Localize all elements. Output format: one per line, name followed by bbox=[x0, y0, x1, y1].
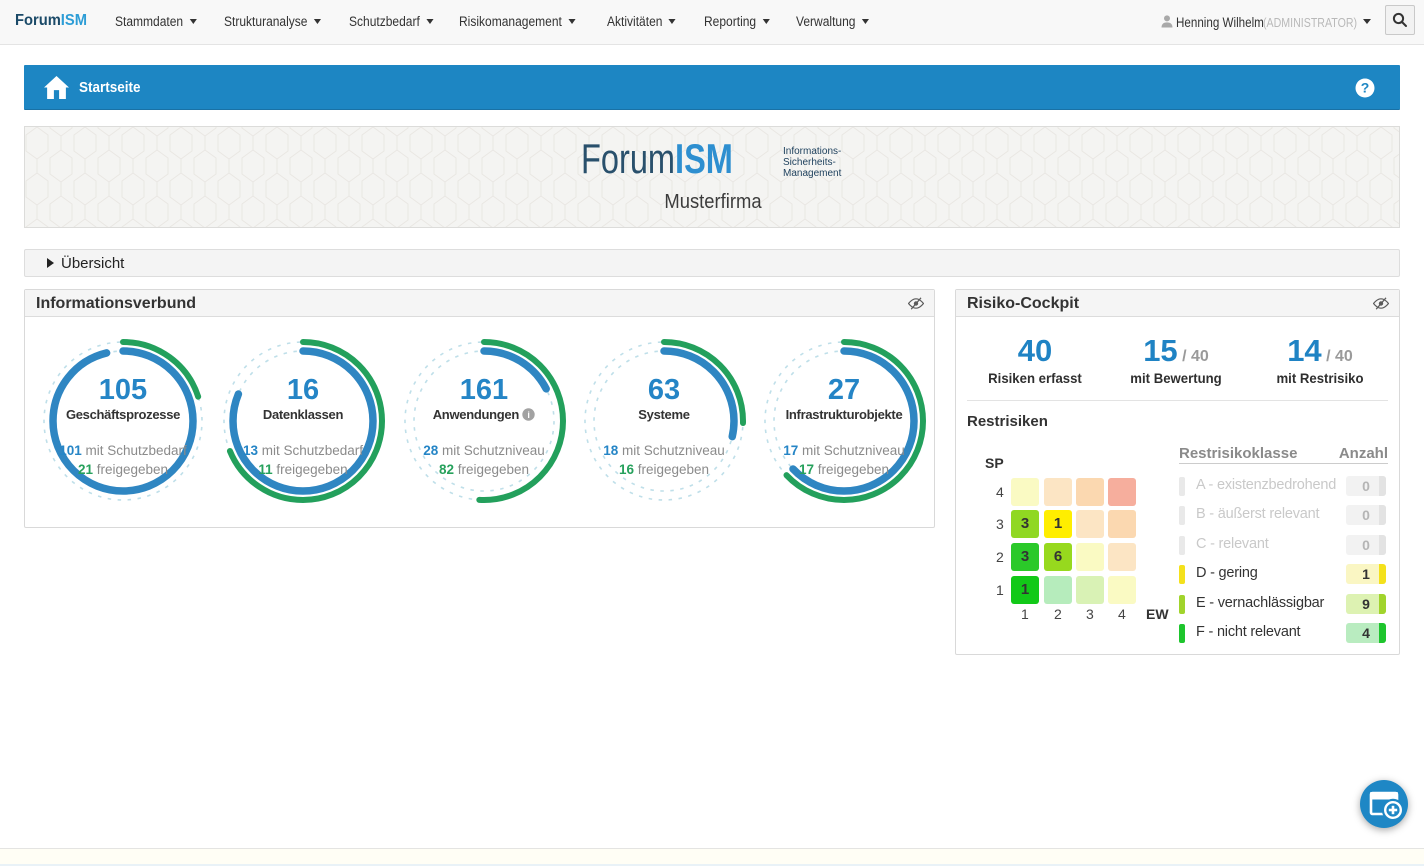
svg-text:i: i bbox=[528, 410, 530, 420]
svg-text:?: ? bbox=[1361, 80, 1370, 96]
